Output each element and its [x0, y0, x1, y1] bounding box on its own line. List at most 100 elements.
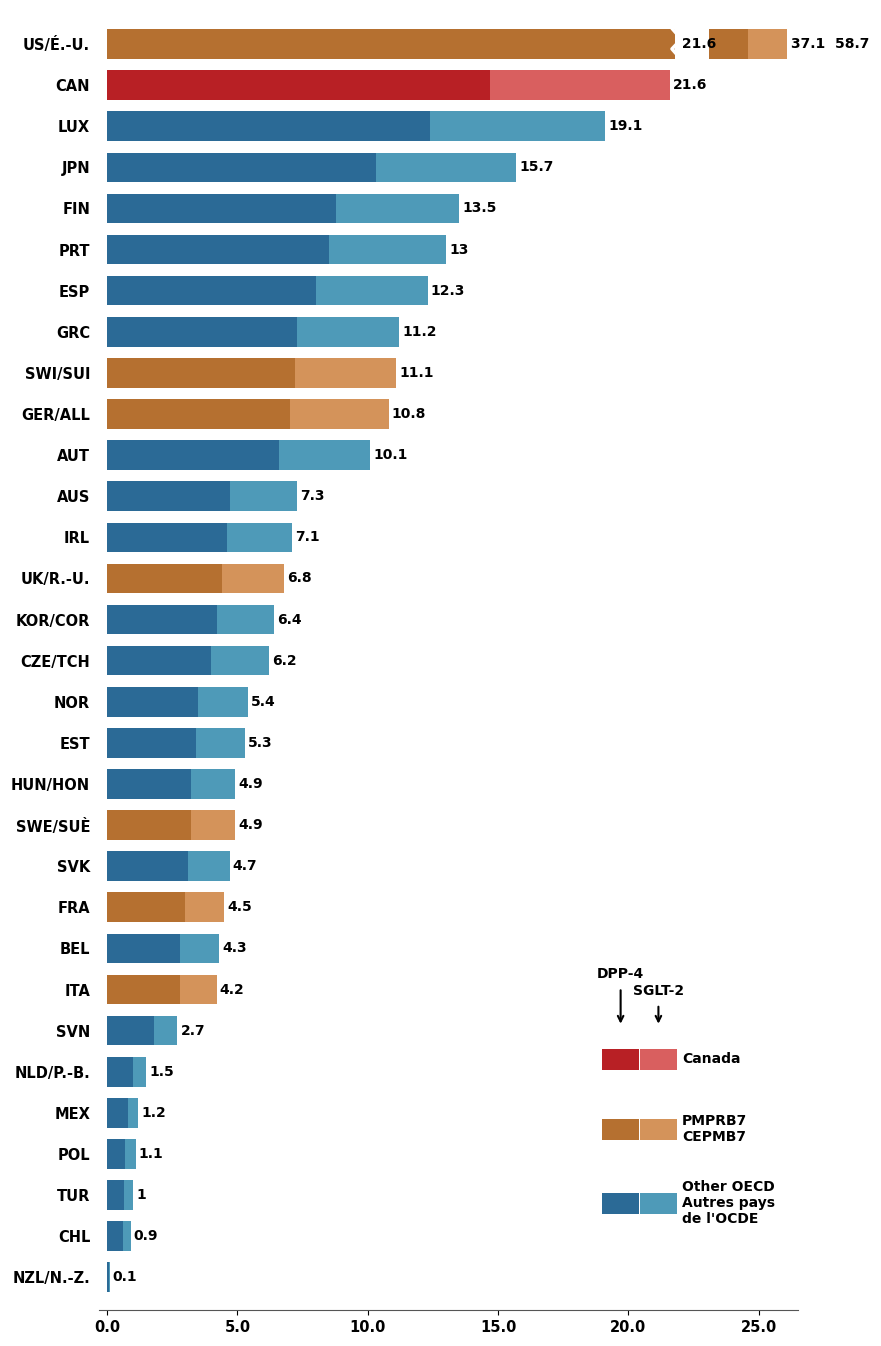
Bar: [188, 852, 230, 882]
Bar: [107, 400, 290, 429]
Bar: [290, 400, 389, 429]
Bar: [640, 1119, 677, 1140]
Bar: [430, 112, 605, 141]
Text: 13: 13: [449, 242, 469, 257]
Bar: [198, 686, 248, 716]
Text: DPP-4: DPP-4: [597, 968, 644, 981]
Bar: [217, 604, 274, 634]
Bar: [125, 1139, 136, 1168]
Bar: [222, 564, 285, 594]
Text: 7.3: 7.3: [300, 489, 325, 503]
Bar: [640, 1049, 677, 1070]
Bar: [107, 276, 315, 306]
Bar: [491, 70, 670, 100]
Bar: [190, 810, 235, 840]
Text: 4.2: 4.2: [219, 983, 244, 996]
Text: 10.1: 10.1: [374, 448, 408, 462]
Text: 19.1: 19.1: [608, 120, 642, 133]
Bar: [107, 440, 279, 470]
Bar: [107, 728, 196, 758]
Bar: [190, 769, 235, 798]
Text: 12.3: 12.3: [431, 284, 465, 297]
Bar: [298, 316, 399, 346]
Bar: [107, 152, 375, 182]
Bar: [107, 852, 188, 882]
Text: 11.2: 11.2: [402, 324, 437, 339]
Text: 37.1  58.7: 37.1 58.7: [791, 36, 870, 51]
Bar: [107, 1263, 109, 1292]
Bar: [107, 769, 190, 798]
Bar: [107, 810, 190, 840]
Bar: [603, 1119, 639, 1140]
Bar: [748, 30, 788, 59]
Bar: [196, 728, 245, 758]
Text: 4.7: 4.7: [233, 859, 257, 874]
Bar: [337, 194, 459, 223]
Bar: [107, 1180, 124, 1210]
Bar: [107, 1098, 128, 1128]
Bar: [107, 564, 222, 594]
Bar: [709, 30, 748, 59]
Bar: [230, 482, 298, 511]
Text: 1.1: 1.1: [139, 1147, 164, 1162]
Text: 4.9: 4.9: [238, 818, 263, 832]
Bar: [107, 1016, 154, 1046]
Bar: [124, 1180, 133, 1210]
Text: SGLT-2: SGLT-2: [633, 984, 684, 997]
Bar: [107, 1221, 122, 1250]
Bar: [107, 112, 430, 141]
Bar: [227, 522, 292, 552]
Text: 21.6: 21.6: [677, 36, 716, 51]
Bar: [107, 482, 230, 511]
Bar: [107, 892, 185, 922]
Bar: [329, 234, 446, 264]
Bar: [180, 975, 217, 1004]
Text: 4.9: 4.9: [238, 777, 263, 791]
Bar: [107, 975, 180, 1004]
Text: 11.1: 11.1: [400, 366, 434, 380]
Bar: [211, 646, 269, 676]
Text: 1.2: 1.2: [142, 1106, 167, 1120]
Bar: [375, 152, 516, 182]
Bar: [295, 358, 396, 388]
Text: 7.1: 7.1: [295, 530, 320, 544]
Text: Other OECD
Autres pays
de l'OCDE: Other OECD Autres pays de l'OCDE: [682, 1180, 775, 1226]
Bar: [107, 604, 217, 634]
Text: 1.5: 1.5: [149, 1065, 174, 1078]
Text: 5.3: 5.3: [248, 736, 273, 750]
Bar: [107, 30, 676, 59]
Text: 6.8: 6.8: [287, 572, 312, 586]
Text: 0.9: 0.9: [134, 1229, 159, 1244]
Text: 5.4: 5.4: [251, 695, 276, 709]
Text: 21.6: 21.6: [673, 78, 707, 92]
Bar: [133, 1057, 146, 1086]
Bar: [154, 1016, 177, 1046]
Bar: [122, 1221, 130, 1250]
Bar: [107, 1057, 133, 1086]
Bar: [107, 194, 337, 223]
Text: 10.8: 10.8: [392, 406, 426, 421]
Bar: [107, 358, 295, 388]
Text: 2.7: 2.7: [181, 1023, 205, 1038]
Bar: [279, 440, 370, 470]
Bar: [107, 70, 491, 100]
Text: 6.2: 6.2: [272, 654, 297, 668]
Bar: [185, 892, 225, 922]
Text: 0.1: 0.1: [113, 1271, 137, 1284]
Bar: [107, 646, 211, 676]
Text: 4.3: 4.3: [222, 941, 247, 956]
Bar: [603, 1049, 639, 1070]
Text: 1: 1: [137, 1189, 146, 1202]
Bar: [107, 686, 198, 716]
Bar: [107, 234, 329, 264]
Bar: [180, 934, 219, 964]
Text: 13.5: 13.5: [463, 202, 497, 215]
Bar: [107, 316, 298, 346]
Bar: [315, 276, 427, 306]
Text: 4.5: 4.5: [227, 900, 252, 914]
Bar: [640, 1193, 677, 1214]
Bar: [107, 934, 180, 964]
Text: 15.7: 15.7: [520, 160, 554, 175]
Bar: [128, 1098, 138, 1128]
Bar: [107, 1139, 125, 1168]
